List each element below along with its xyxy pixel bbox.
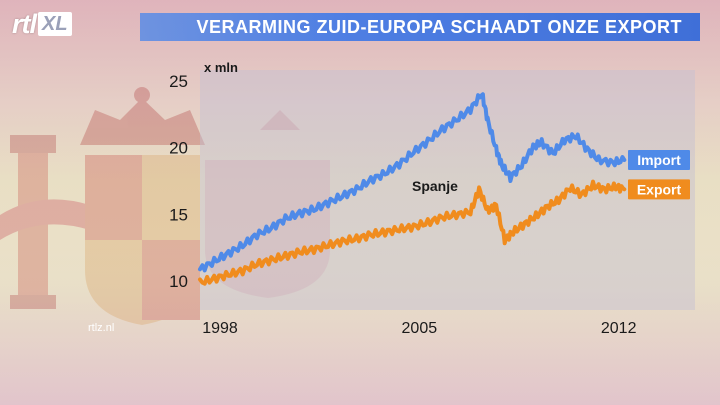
x-tick-label-1998: 1998 [202,320,238,337]
legend-badge-export [628,179,690,200]
channel-logo: rtl XL [12,8,72,39]
y-tick-label-20: 20 [169,139,188,158]
annotation-country: Spanje [412,178,458,194]
y-tick-label-15: 15 [169,205,188,224]
series-line-export [198,179,627,286]
legend-label-import: Import [637,152,681,168]
y-unit-label: x mln [204,60,238,75]
logo-xl-badge: XL [38,12,72,36]
website-label: rtlz.nl [88,322,115,334]
logo-rtl-text: rtl [12,8,37,39]
legend-badge-import [628,150,690,170]
x-tick-label-2005: 2005 [402,320,438,337]
title-bar: VERARMING ZUID-EUROPA SCHAADT ONZE EXPOR… [140,13,700,41]
x-tick-label-2012: 2012 [601,320,637,337]
page-title: VERARMING ZUID-EUROPA SCHAADT ONZE EXPOR… [196,17,682,37]
legend-label-export: Export [637,181,682,197]
y-tick-label-25: 25 [169,72,188,91]
y-tick-label-10: 10 [169,272,188,291]
series-line-import [198,92,627,273]
